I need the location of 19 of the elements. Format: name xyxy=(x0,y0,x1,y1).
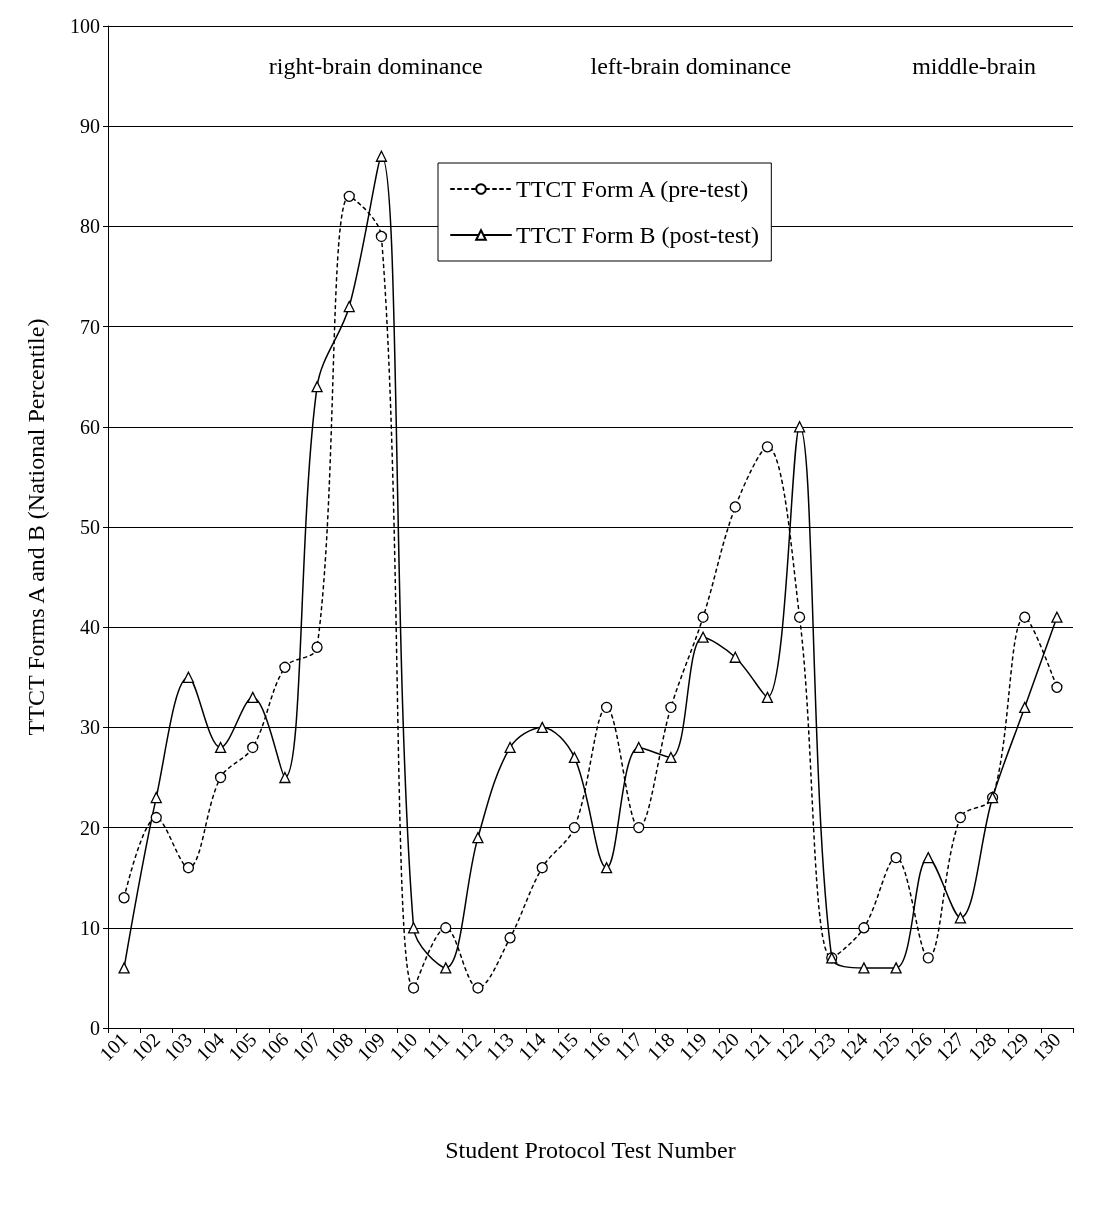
legend-label: TTCT Form B (post-test) xyxy=(516,222,759,248)
y-tick-label: 30 xyxy=(80,716,100,739)
annotation: middle-brain xyxy=(912,53,1037,79)
x-tick-label: 102 xyxy=(127,1028,165,1065)
y-tick-label: 80 xyxy=(80,215,100,238)
annotation: left-brain dominance xyxy=(590,53,792,79)
y-tick-label: 10 xyxy=(80,916,100,939)
y-tick-label: 0 xyxy=(90,1017,100,1039)
legend-label: TTCT Form A (pre-test) xyxy=(516,176,749,202)
y-tick-label: 50 xyxy=(80,516,100,538)
annotation: right-brain dominance xyxy=(268,53,483,79)
y-tick-label: 60 xyxy=(80,415,100,438)
y-tick-label: 70 xyxy=(80,315,100,338)
y-axis-title: TTCT Forms A and B (National Percentile) xyxy=(23,318,49,736)
y-tick-label: 40 xyxy=(80,616,100,639)
y-tick-label: 100 xyxy=(70,15,100,37)
x-axis-title: Student Protocol Test Number xyxy=(445,1137,736,1163)
y-tick-label: 90 xyxy=(80,115,100,138)
y-tick-label: 20 xyxy=(80,816,100,839)
